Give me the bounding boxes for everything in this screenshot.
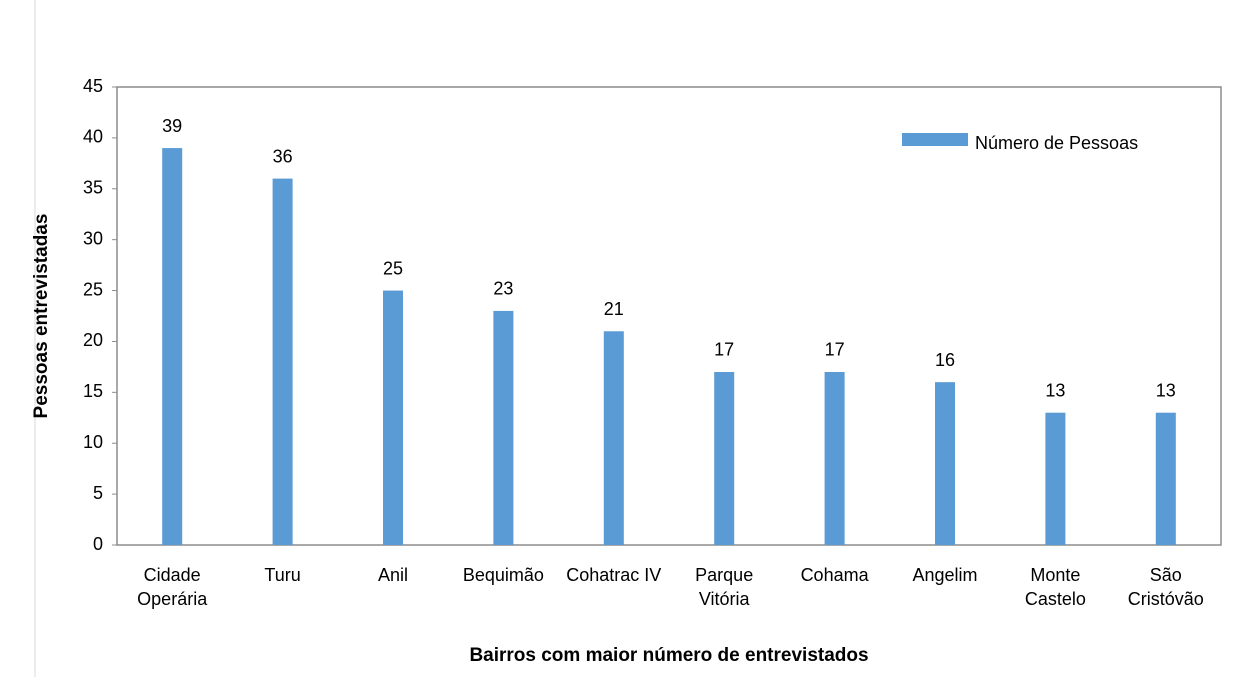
y-tick-label: 20 [83, 330, 103, 350]
x-tick-label: São Cristóvão [1127, 565, 1204, 609]
legend-label: Número de Pessoas [975, 133, 1138, 153]
bar [824, 371, 845, 545]
y-tick-label: 35 [83, 178, 103, 198]
x-tick-label: Cohatrac IV [566, 565, 662, 585]
x-tick-label: Anil [377, 565, 408, 585]
bar [714, 371, 735, 545]
data-label: 16 [935, 350, 955, 370]
bar [272, 178, 293, 545]
bar [603, 331, 624, 545]
bar [383, 290, 403, 545]
x-tick-label: Parque Vitória [695, 565, 754, 609]
y-tick-label: 5 [93, 483, 103, 503]
y-tick-label: 15 [83, 381, 103, 401]
data-label: 17 [825, 340, 845, 360]
x-tick-label: Cidade Operária [137, 565, 208, 609]
bar [935, 382, 955, 545]
bar [493, 310, 514, 545]
y-tick-label: 25 [83, 279, 103, 299]
bar [1155, 412, 1176, 545]
bar [1045, 412, 1066, 545]
data-label: 36 [273, 146, 293, 166]
y-axis-label: Pessoas entrevistadas [31, 214, 52, 419]
y-tick-label: 0 [93, 534, 103, 554]
data-label: 23 [493, 279, 513, 299]
data-label: 17 [714, 340, 734, 360]
x-axis-label: Bairros com maior número de entrevistado… [469, 645, 868, 666]
y-tick-label: 45 [83, 76, 103, 96]
data-label: 13 [1045, 380, 1065, 400]
y-tick-label: 30 [83, 228, 103, 248]
x-tick-label: Angelim [912, 565, 978, 585]
data-label: 25 [383, 258, 403, 278]
x-tick-label: Bequimão [462, 565, 544, 585]
y-tick-label: 40 [83, 127, 103, 147]
legend-swatch [902, 133, 968, 146]
data-label: 13 [1156, 380, 1176, 400]
data-label: 21 [604, 299, 624, 319]
data-label: 39 [162, 116, 182, 136]
y-tick-label: 10 [83, 432, 103, 452]
bar [162, 148, 183, 546]
x-tick-label: Monte Castelo [1024, 565, 1086, 609]
x-tick-label: Turu [264, 565, 301, 585]
x-tick-label: Cohama [800, 565, 869, 585]
plot-area [116, 86, 1222, 546]
